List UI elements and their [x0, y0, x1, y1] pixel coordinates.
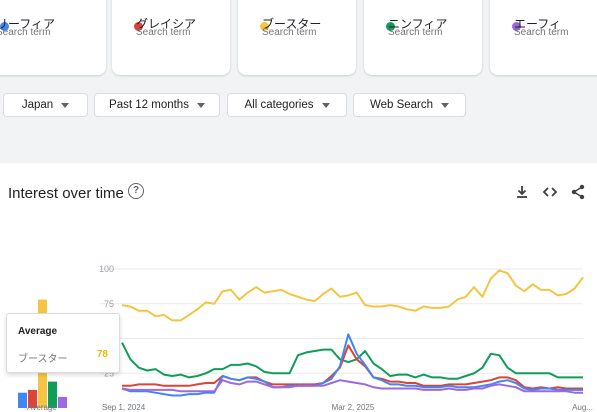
series-line	[121, 333, 583, 397]
y-tick-label: 100	[99, 264, 114, 274]
average-bar[interactable]	[48, 381, 57, 408]
panel-title: Interest over time	[8, 185, 124, 202]
term-type: Search term	[262, 27, 317, 38]
caret-down-icon	[196, 102, 205, 108]
tooltip-series-name: ブースター	[18, 354, 68, 365]
embed-code-icon[interactable]	[541, 183, 559, 201]
y-tick-label: 75	[104, 299, 114, 309]
term-card-3[interactable]: ブースター Search term	[238, 0, 356, 75]
average-bar[interactable]	[28, 389, 37, 408]
term-card-4[interactable]: ニンフィア Search term	[364, 0, 482, 75]
x-axis-labels: Sep 1, 2024 Mar 2, 2025 Aug...	[102, 403, 593, 412]
search-type-dropdown[interactable]: Web Search	[353, 93, 466, 117]
average-tooltip: Average ブースター 78	[6, 313, 120, 373]
caret-down-icon	[61, 102, 70, 108]
region-value: Japan	[21, 99, 54, 111]
series-color-dot	[134, 22, 143, 31]
term-name[interactable]: グレイシア	[136, 17, 197, 31]
x-tick-label: Sep 1, 2024	[102, 403, 146, 412]
average-bar[interactable]	[58, 396, 67, 408]
x-tick-label: Aug...	[572, 403, 593, 412]
term-card-5[interactable]: エーフィ Search term	[490, 0, 597, 75]
category-value: All categories	[244, 99, 314, 111]
help-circle-icon[interactable]: ?	[128, 183, 144, 199]
series-color-dot	[260, 22, 269, 31]
term-type: Search term	[388, 27, 443, 38]
term-card-2[interactable]: グレイシア Search term	[112, 0, 230, 75]
filter-bar: Japan Past 12 months All categories Web …	[0, 93, 597, 119]
term-name[interactable]: ニンフィア	[388, 17, 448, 31]
x-tick-label: Mar 2, 2025	[332, 403, 375, 412]
download-icon[interactable]	[513, 183, 531, 201]
category-dropdown[interactable]: All categories	[227, 93, 347, 117]
series-line	[121, 379, 583, 394]
term-name[interactable]: エーフィ	[514, 17, 562, 31]
caret-down-icon	[321, 102, 330, 108]
time-range-dropdown[interactable]: Past 12 months	[94, 93, 220, 117]
series-line	[121, 342, 583, 380]
y-tick-label: 25	[104, 368, 114, 378]
term-name[interactable]: ブースター	[262, 17, 322, 31]
interest-over-time-panel: Interest over time ? 255075100 Average S…	[0, 163, 597, 412]
tooltip-series-value: 78	[96, 349, 108, 360]
chart-gridlines	[100, 268, 583, 374]
share-icon[interactable]	[569, 183, 587, 201]
series-color-dot	[0, 22, 9, 31]
series-color-dot	[386, 22, 395, 31]
average-label: Average	[27, 403, 57, 412]
term-type: Search term	[514, 27, 569, 38]
term-type: Search term	[0, 27, 51, 38]
series-line	[121, 269, 584, 322]
caret-down-icon	[441, 102, 450, 108]
term-type: Search term	[136, 27, 191, 38]
series-color-dot	[512, 22, 521, 31]
term-name[interactable]: リーフィア	[0, 17, 56, 31]
term-card-1[interactable]: リーフィア Search term	[0, 0, 106, 75]
tooltip-title: Average	[18, 326, 58, 337]
average-bar[interactable]	[18, 392, 27, 408]
series-line	[122, 344, 583, 390]
region-dropdown[interactable]: Japan	[3, 93, 88, 117]
search-term-cards: リーフィア Search term グレイシア Search term ブースタ…	[0, 0, 597, 78]
search-type-value: Web Search	[369, 99, 434, 111]
series-lines	[121, 269, 584, 397]
time-range-value: Past 12 months	[109, 99, 189, 111]
